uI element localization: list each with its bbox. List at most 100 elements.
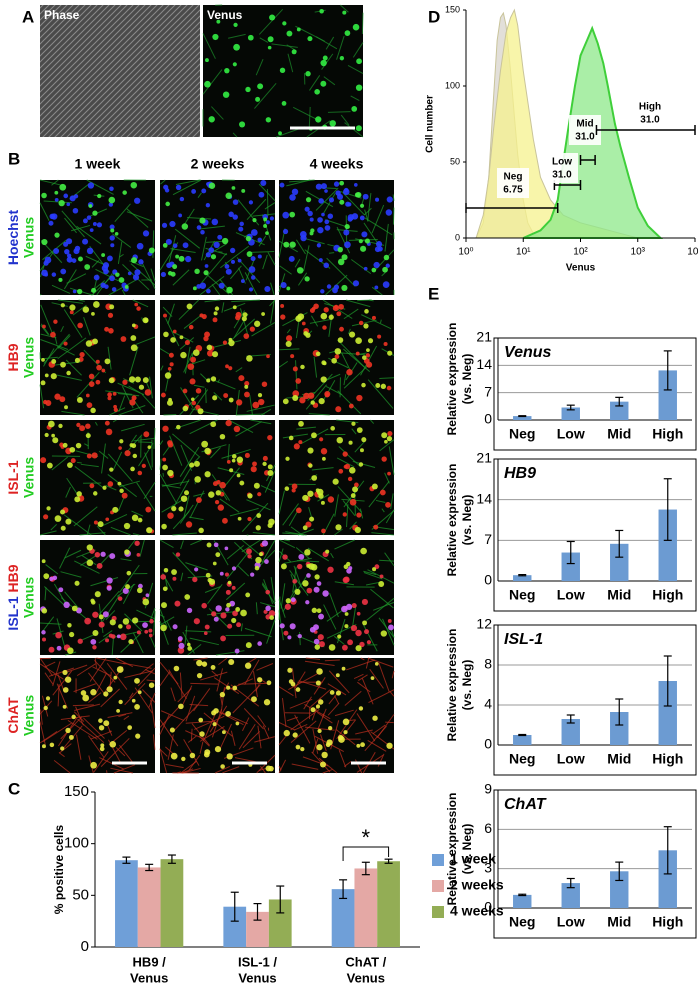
neurite [51,302,68,307]
neurite [379,439,395,452]
cell [232,199,239,205]
bar [331,889,355,947]
cell [96,222,103,228]
neurite [119,253,124,258]
cell [379,574,384,579]
error-bar [566,540,575,565]
x-tick-label: Low [557,751,585,767]
cell [252,218,257,223]
neurite [207,584,223,605]
cell [263,609,268,614]
neurite [184,346,191,374]
cell [104,420,110,426]
neurite [294,714,311,744]
neurite [329,592,339,618]
cell [93,520,98,525]
chart-title: HB9 [504,465,536,482]
neurite [238,723,256,750]
neurite [183,352,193,373]
neurite [189,389,209,416]
cell [50,331,56,338]
neurite [121,289,126,296]
micrograph [159,657,276,774]
cell [46,462,53,469]
neurite [94,421,98,426]
neurite [189,490,205,519]
cell [163,567,169,573]
cell [182,242,189,249]
cell [169,362,174,367]
neurite [239,308,249,336]
cell [69,310,74,315]
cell [98,718,103,723]
panel-letter: D [428,7,440,26]
cell [79,351,85,358]
cell [120,336,127,342]
neurite [88,692,102,703]
neurite [150,268,156,282]
neurite [295,239,306,255]
cell [315,116,322,123]
neurite [77,461,82,464]
neurite [201,236,207,261]
cell [92,210,98,216]
micrograph [278,657,395,774]
cell [316,744,323,751]
neurite [205,272,230,295]
cell [318,613,325,620]
cell [280,282,287,289]
cell [131,698,136,703]
cell [257,237,263,243]
neurite [318,757,338,774]
cell [356,427,363,433]
cell [107,481,114,487]
cell [54,232,60,238]
cell [358,239,363,244]
row-label: Hoechst [5,210,21,266]
cell [351,603,357,609]
neurite [139,539,145,557]
neurite [51,284,71,294]
cell [211,611,217,617]
cell [257,83,264,90]
cell [86,215,92,220]
cell [241,188,246,193]
y-tick-label: 50 [450,156,460,166]
cell [315,704,321,709]
neurite [170,248,196,254]
image-label: Venus [207,8,243,22]
cell [86,247,94,255]
cell [161,523,167,530]
cell [204,749,211,756]
neurite [107,712,133,719]
neurite [334,494,339,517]
neurite [59,547,71,569]
cell [250,466,257,473]
cell [310,400,315,405]
cell [107,255,113,262]
neurite [261,408,272,416]
gate-name: Neg [504,172,523,183]
cell [186,607,193,614]
neurite [228,419,254,434]
cell [364,238,370,244]
neurite [247,250,275,254]
neurite [361,314,392,330]
cell [263,217,268,222]
neurite [324,659,340,662]
cell [314,88,320,95]
cell [172,576,177,581]
neurite [94,657,98,668]
neurite [334,709,354,717]
neurite [344,690,362,706]
cell [98,725,105,731]
cell [134,197,141,204]
cell [217,234,223,240]
cell [85,393,90,398]
cell [208,116,215,123]
neurite [371,286,383,296]
neurite [356,713,376,742]
cell [267,36,274,43]
cell [318,258,323,263]
row-label-part: ISL-1 [5,596,21,630]
